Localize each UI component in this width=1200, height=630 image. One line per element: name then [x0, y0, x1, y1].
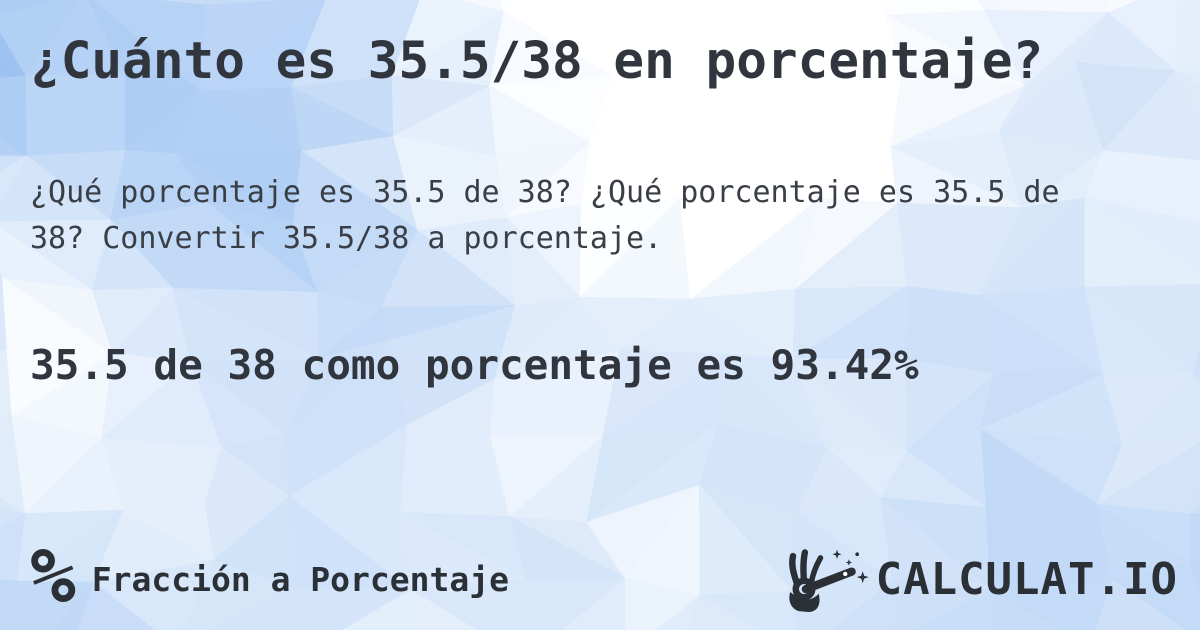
- category-badge: % Fracción a Porcentaje: [30, 531, 509, 620]
- page-title: ¿Cuánto es 35.5/38 en porcentaje?: [30, 32, 1044, 91]
- hand-magic-wand-icon: [788, 549, 869, 612]
- brand-logo: CALCULAT.IO: [780, 546, 1178, 612]
- brand-name: CALCULAT.IO: [875, 553, 1178, 605]
- page-description: ¿Qué porcentaje es 35.5 de 38? ¿Qué porc…: [30, 175, 1060, 256]
- percent-icon: %: [30, 531, 76, 620]
- answer-text: 35.5 de 38 como porcentaje es 93.42%: [30, 341, 919, 389]
- footer: % Fracción a Porcentaje: [30, 531, 1178, 620]
- category-label: Fracción a Porcentaje: [91, 559, 509, 599]
